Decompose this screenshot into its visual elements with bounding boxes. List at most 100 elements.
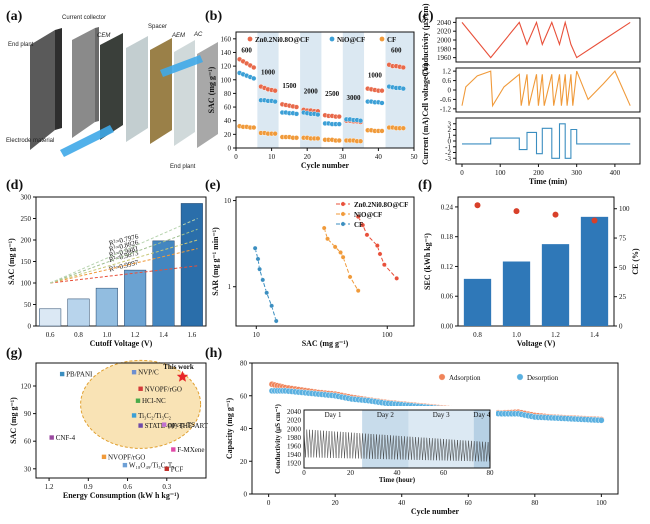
h-y-tick-label: 20 (240, 458, 248, 466)
f2-y-tick-label: 25 (619, 293, 627, 301)
b-point-niocf (379, 100, 385, 106)
c0-y-tick-label: 2000 (437, 37, 452, 45)
f-y-tick-label: 0.06 (441, 293, 454, 301)
b-point-cf (251, 124, 257, 131)
h-y-axis-label: Capacity (mg g⁻¹) (225, 398, 234, 460)
c0-y-tick-label: 2040 (437, 19, 452, 27)
g-point-label: HCl-NC (142, 397, 166, 405)
e-point (360, 222, 366, 228)
e-point (340, 254, 346, 260)
ac-electrode (197, 42, 218, 148)
g-point (101, 454, 107, 460)
c2-y-tick-label: 1 (448, 132, 452, 140)
b-x-tick-label: 40 (375, 153, 383, 161)
f-ce-point (552, 211, 559, 218)
chart-b: 0 10 20 30 40 50 0 20 40 60 80 100 120 140 160 Cycle nu… (207, 31, 418, 170)
e-x-tick-label: 100 (382, 331, 393, 339)
h-inset-day-label: Day 2 (377, 411, 394, 419)
g-y-axis-label: SAC (mg g⁻¹) (9, 397, 18, 444)
h-inset-y-tick-label: 1940 (287, 451, 302, 459)
h-inset-x-tick-label: 80 (487, 469, 495, 477)
c1-y-tick-label: 0.6 (442, 77, 451, 85)
g-point (171, 447, 176, 452)
e-legend-marker (340, 201, 346, 207)
f-y-tick-label: 0.12 (441, 263, 454, 271)
f2-y-tick-label: 50 (619, 264, 627, 272)
e-legend-marker (340, 221, 346, 227)
h-inset-plot-frame (303, 409, 491, 469)
h-inset-day-label: Day 4 (473, 411, 490, 419)
b-segment-label: 1000 (368, 72, 383, 80)
h-x-tick-label: 60 (465, 499, 473, 507)
c0-plot-frame (455, 17, 641, 63)
c2-y-tick-label: 3 (448, 120, 452, 128)
c2-y-tick-label: 0 (448, 138, 452, 146)
e-point (321, 225, 327, 231)
g-y-tick-label: 120 (21, 383, 32, 391)
e-point (273, 318, 279, 324)
d-x-tick-label: 1.4 (159, 331, 168, 339)
d-y-tick-label: 150 (21, 258, 32, 266)
b-point-niocf (315, 111, 321, 118)
d-trend-line (49, 228, 198, 284)
g-y-tick-label: 60 (24, 438, 32, 446)
flow-arrow-top (160, 55, 203, 77)
f-y-tick-label: 0.00 (441, 323, 454, 331)
b-legend-marker (329, 36, 335, 42)
b-point-cf (293, 135, 300, 141)
d-y-axis-label: SAC (mg g⁻¹) (7, 238, 16, 285)
d-bar (39, 308, 62, 327)
b-segment-label: 2500 (325, 90, 340, 98)
e-point (332, 244, 338, 250)
g-x-tick-label: 0.9 (84, 483, 93, 491)
f-y-tick-label: 0.24 (441, 203, 454, 211)
g-point-label: PCF (171, 465, 184, 473)
b-point-zn02ni08ocf (293, 104, 300, 110)
b-x-tick-label: 30 (339, 153, 347, 161)
f-plot-frame (457, 196, 615, 327)
h-inset-day-label: Day 3 (433, 411, 450, 419)
d-y-tick-label: 250 (21, 215, 32, 223)
h-inset-x-tick-label: 40 (394, 469, 402, 477)
g-point (131, 370, 137, 375)
g-point-label: NVOPF/rGO (145, 385, 182, 393)
b-y-tick-label: 60 (224, 104, 232, 112)
c0-y-tick-label: 1980 (437, 45, 452, 53)
b-y-tick-label: 140 (221, 49, 232, 57)
label-end-plant: End plant (8, 42, 34, 48)
d-y-tick-label: 100 (21, 280, 32, 288)
b-legend-label: Zn0.2Ni0.8O@CF (255, 36, 309, 44)
c2-y-tick-label: -2 (445, 149, 451, 157)
f-ce-point (591, 217, 598, 224)
h-inset-x-tick-label: 20 (347, 469, 355, 477)
c0-y-axis-label: Conductivity (μS/cm) (421, 3, 430, 77)
b-segment-label: 600 (241, 46, 252, 54)
c2-plot-frame (455, 117, 641, 165)
c2-y-tick-label: -3 (445, 155, 451, 163)
e-point (381, 262, 387, 268)
b-point-niocf (358, 118, 364, 124)
d-trend-line (50, 248, 198, 284)
b-y-tick-label: 40 (224, 117, 232, 125)
h-x-tick-label: 40 (398, 499, 406, 507)
e-point (377, 251, 383, 257)
label-aem: AEM (171, 33, 185, 39)
b-x-tick-label: 20 (304, 153, 312, 161)
f-x-tick-label: 0.8 (473, 331, 482, 339)
e-y-axis-label: SAR (mg g⁻¹ min⁻¹) (211, 227, 220, 296)
panel-label-h: (h) (205, 346, 222, 361)
panel-label-e: (e) (205, 178, 221, 193)
c0-y-tick-label: 1960 (437, 54, 452, 62)
end-plate-left (30, 30, 55, 150)
b-y-tick-label: 100 (221, 76, 232, 84)
b-legend-marker (379, 36, 385, 42)
aem-membrane (174, 40, 195, 146)
e-legend-label: Zn0.2Ni0.8O@CF (354, 201, 408, 209)
g-point-label: NVP/C (138, 369, 159, 377)
e-point (374, 243, 380, 249)
g-point (164, 466, 169, 471)
b-segment-label: 1000 (261, 68, 276, 76)
b-x-tick-label: 10 (268, 153, 276, 161)
e-point (260, 277, 266, 283)
